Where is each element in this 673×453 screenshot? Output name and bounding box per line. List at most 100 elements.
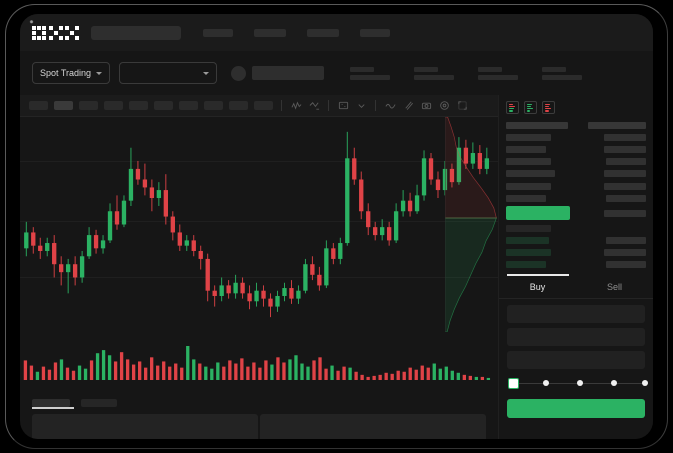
- market-type-dropdown[interactable]: Spot Trading: [32, 62, 111, 84]
- logo-glyph-o: [32, 25, 46, 40]
- orders-content: [20, 414, 498, 439]
- slider-stop-75[interactable]: [611, 380, 617, 387]
- toolbar-divider: [281, 100, 282, 111]
- timeframe-button-8[interactable]: [204, 101, 223, 110]
- ticker-stat: [478, 66, 519, 80]
- orderbook-row[interactable]: [506, 119, 646, 131]
- orderbook-mode-bids-icon[interactable]: [524, 101, 537, 114]
- chevron-down-icon[interactable]: [355, 100, 367, 112]
- orderbook-amount: [604, 145, 646, 153]
- order-form: [499, 299, 653, 370]
- tab-order-history[interactable]: [81, 399, 117, 407]
- chevron-down-icon: [203, 71, 210, 75]
- orderbook-row[interactable]: [506, 235, 646, 247]
- order-price-field[interactable]: [507, 305, 645, 324]
- orderbook-mode-both-icon[interactable]: [506, 101, 519, 114]
- orderbook-mode-switch: [499, 95, 653, 118]
- timeframe-button-4[interactable]: [104, 101, 123, 110]
- timeframe-button-7[interactable]: [179, 101, 198, 110]
- trade-side-tabs: Buy Sell: [499, 274, 653, 300]
- nav-item-4[interactable]: [360, 28, 390, 37]
- candlestick-series: [24, 131, 489, 318]
- orderbook-row[interactable]: [506, 222, 646, 234]
- timeframe-button-2[interactable]: [54, 101, 73, 110]
- orderbook-row[interactable]: [506, 156, 646, 168]
- timeframe-button-10[interactable]: [254, 101, 273, 110]
- orderbook-price: [506, 261, 546, 269]
- timeframe-button-1[interactable]: [29, 101, 48, 110]
- orderbook-row[interactable]: [506, 247, 646, 259]
- amount-percent-slider[interactable]: [508, 378, 648, 390]
- slider-handle[interactable]: [508, 378, 519, 390]
- fullscreen-icon[interactable]: [456, 100, 468, 112]
- order-amount-field[interactable]: [507, 328, 645, 347]
- nav-item-3[interactable]: [307, 28, 339, 37]
- line-chart-icon[interactable]: [384, 100, 396, 112]
- orders-tabbar: [20, 392, 498, 414]
- template-icon[interactable]: [337, 100, 349, 112]
- orders-panel-right[interactable]: [260, 414, 486, 439]
- orders-panel-left[interactable]: [32, 414, 258, 439]
- orderbook-price: [506, 224, 551, 232]
- indicators-icon[interactable]: [290, 100, 302, 112]
- pair-dropdown[interactable]: [119, 62, 218, 84]
- timeframe-button-3[interactable]: [79, 101, 98, 110]
- pair-bar: Spot Trading: [20, 51, 653, 95]
- tab-buy[interactable]: Buy: [529, 281, 546, 292]
- orderbook-amount: [604, 249, 646, 257]
- okx-logo[interactable]: [32, 25, 79, 40]
- device-screen: Spot Trading: [20, 14, 653, 439]
- orderbook-amount: [606, 237, 646, 245]
- orderbook-price: [506, 170, 555, 178]
- orderbook-row[interactable]: [506, 192, 646, 204]
- slider-stop-100[interactable]: [642, 380, 648, 387]
- submit-buy-button[interactable]: [507, 399, 645, 419]
- price-chart[interactable]: [20, 117, 498, 332]
- ticker-stat: [542, 66, 583, 80]
- ticker-stat: [414, 66, 455, 80]
- timeframe-button-5[interactable]: [129, 101, 148, 110]
- camera-icon[interactable]: [420, 100, 432, 112]
- top-nav: [203, 28, 390, 37]
- nav-item-2[interactable]: [254, 28, 286, 37]
- search-input[interactable]: [91, 25, 181, 40]
- orderbook-row[interactable]: [506, 168, 646, 180]
- settings-icon[interactable]: [438, 100, 450, 112]
- orderbook-row[interactable]: [506, 204, 646, 222]
- orderbook-price: [506, 145, 546, 153]
- last-price-value: [252, 66, 325, 80]
- ticker-stat: [350, 66, 391, 80]
- magnet-icon[interactable]: [402, 100, 414, 112]
- orderbook-amount: [606, 194, 646, 202]
- compare-icon[interactable]: [308, 100, 320, 112]
- orderbook-price: [506, 158, 551, 166]
- slider-stop-25[interactable]: [543, 380, 549, 387]
- orderbook-row[interactable]: [506, 143, 646, 155]
- active-side-indicator: [507, 274, 569, 276]
- orderbook-row[interactable]: [506, 259, 646, 271]
- orderbook-price: [506, 133, 551, 141]
- orderbook-price: [506, 194, 546, 202]
- orderbook-amount: [604, 170, 646, 178]
- tab-open-orders[interactable]: [32, 399, 70, 407]
- orderbook-rows[interactable]: [499, 118, 653, 271]
- orderbook-price: [506, 182, 551, 190]
- timeframe-button-6[interactable]: [154, 101, 173, 110]
- orderbook-amount: [604, 133, 646, 141]
- volume-chart: [20, 332, 498, 392]
- top-header: [20, 14, 653, 51]
- nav-item-1[interactable]: [203, 28, 233, 37]
- tab-sell[interactable]: Sell: [606, 281, 622, 292]
- orderbook-mode-asks-icon[interactable]: [542, 101, 555, 114]
- logo-glyph-k: [48, 25, 63, 40]
- timeframe-button-9[interactable]: [229, 101, 248, 110]
- slider-stop-50[interactable]: [577, 380, 583, 387]
- orderbook-price: [506, 206, 570, 221]
- orderbook-row[interactable]: [506, 180, 646, 192]
- orderbook-row[interactable]: [506, 131, 646, 143]
- orderbook-price: [506, 249, 551, 257]
- ticker-stats: [350, 66, 583, 80]
- logo-glyph-x: [65, 25, 79, 40]
- order-total-field[interactable]: [507, 351, 645, 370]
